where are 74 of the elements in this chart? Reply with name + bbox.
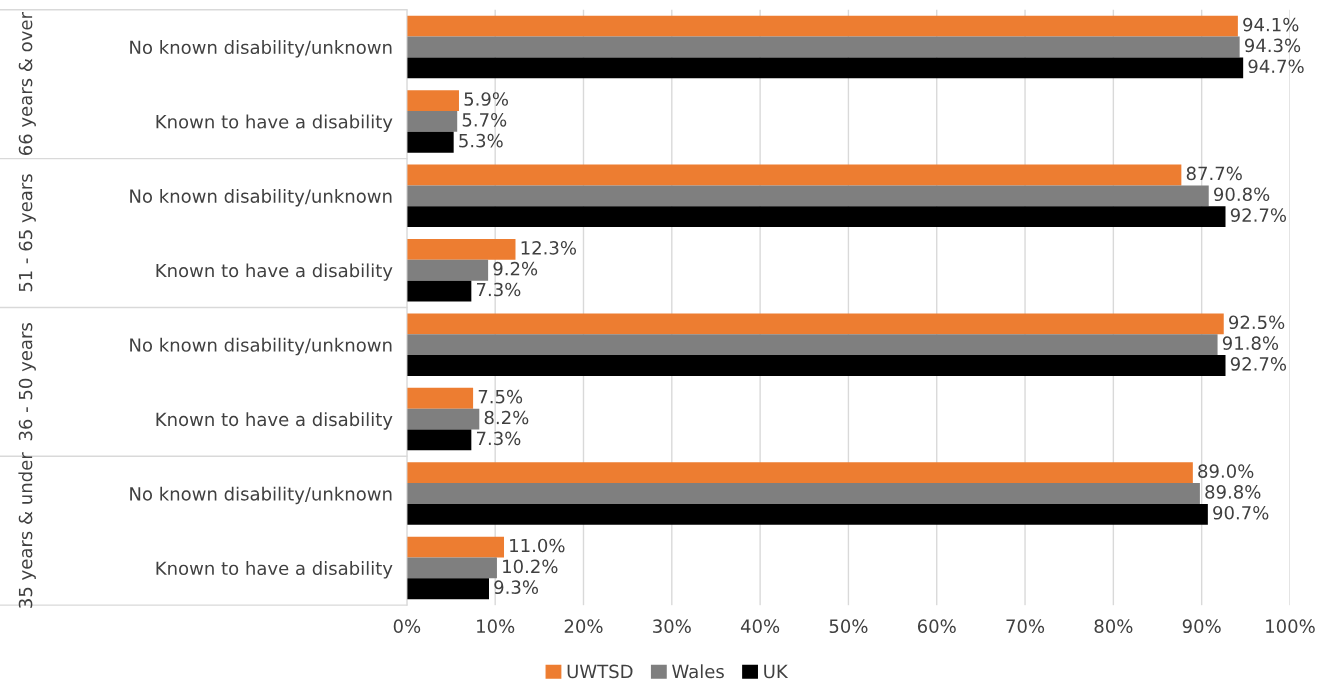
data-label: 9.2% — [493, 261, 538, 276]
text: 36 - 50 years — [18, 323, 36, 441]
y-tick-label: No known disability/unknown — [130, 188, 392, 207]
data-label: 90.7% — [1213, 505, 1269, 520]
x-tick-label: 70% — [1006, 619, 1045, 634]
bar — [406, 387, 474, 409]
text: 51 - 65 years — [18, 174, 36, 292]
x-tick-label: 10% — [477, 619, 515, 634]
bar — [406, 313, 1224, 335]
bar — [406, 110, 458, 132]
x-tick-label: 90% — [1182, 619, 1221, 634]
data-label: 89.8% — [1205, 485, 1261, 499]
bar — [406, 57, 1244, 79]
bar — [406, 536, 505, 558]
bar — [406, 259, 489, 281]
data-label: 9.3% — [494, 580, 539, 595]
data-label: 94.3% — [1244, 38, 1301, 53]
legend-label: Wales — [672, 664, 724, 679]
y-tick-label: No known disability/unknown — [130, 486, 392, 505]
bar — [406, 355, 1226, 376]
x-tick-label: 20% — [564, 619, 603, 634]
bar — [406, 36, 1240, 58]
data-label: 10.2% — [503, 559, 558, 574]
data-label: 92.7% — [1230, 357, 1287, 371]
x-tick-label: 80% — [1094, 619, 1133, 634]
bar — [406, 503, 1208, 525]
bar — [406, 408, 480, 430]
bar — [406, 239, 516, 260]
x-tick-label: 50% — [829, 619, 868, 634]
bar — [406, 90, 459, 111]
bar — [406, 557, 497, 579]
data-label: 90.8% — [1214, 187, 1270, 202]
text: 66 years & over — [18, 12, 36, 156]
data-label: 5.9% — [464, 92, 509, 106]
bar — [406, 334, 1218, 356]
data-label: 7.5% — [478, 389, 523, 404]
bar — [406, 462, 1193, 484]
data-label: 94.7% — [1248, 59, 1304, 74]
data-label: 5.3% — [459, 133, 503, 148]
data-label: 91.8% — [1222, 336, 1279, 350]
y-tick-label: Known to have a disability — [156, 114, 393, 133]
y-tick-label: No known disability/unknown — [130, 40, 392, 58]
data-label: 87.7% — [1186, 166, 1242, 181]
bar — [406, 429, 472, 451]
bar — [406, 206, 1226, 228]
bar — [406, 578, 489, 600]
data-label: 12.3% — [521, 241, 577, 255]
x-tick-label: 40% — [740, 619, 780, 634]
data-label: 7.3% — [476, 282, 521, 297]
y-tick-label: No known disability/unknown — [130, 337, 392, 356]
x-tick-label: 0% — [393, 619, 421, 634]
data-label: 11.0% — [510, 538, 565, 553]
data-label: 92.5% — [1229, 315, 1285, 330]
y-tick-label: Known to have a disability — [156, 263, 393, 281]
bar — [406, 15, 1238, 37]
x-tick-label: 30% — [653, 619, 691, 634]
x-tick-label: 60% — [917, 619, 956, 634]
data-label: 94.1% — [1243, 17, 1299, 32]
text: 35 years & under — [18, 452, 36, 608]
data-label: 5.7% — [462, 112, 507, 127]
data-label: 92.7% — [1230, 208, 1287, 222]
data-label: 7.3% — [476, 431, 521, 446]
bar — [406, 131, 454, 153]
legend-label: UK — [764, 664, 789, 679]
bar — [406, 164, 1182, 186]
x-tick-label: 100% — [1266, 619, 1315, 634]
legend-label: UWTSD — [567, 664, 633, 679]
y-tick-label: Known to have a disability — [156, 412, 393, 430]
y-tick-label: Known to have a disability — [156, 561, 393, 579]
data-label: 89.0% — [1198, 464, 1254, 478]
bar — [406, 483, 1200, 504]
data-label: 8.2% — [484, 410, 529, 425]
bar — [406, 185, 1209, 207]
bar — [406, 280, 472, 302]
